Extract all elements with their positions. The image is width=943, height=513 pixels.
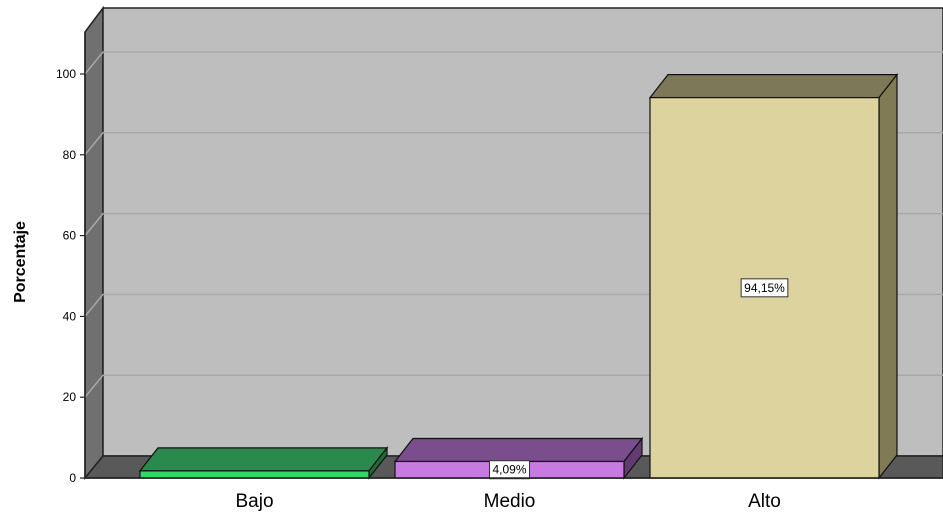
bar-alto: 94,15% — [648, 72, 899, 480]
y-tick-label: 100 — [56, 67, 76, 81]
x-tick-label: Bajo — [235, 491, 273, 512]
bar-front — [139, 470, 370, 479]
chart-side-wall — [84, 5, 104, 481]
data-label: 94,15% — [740, 278, 789, 298]
bar-bajo — [138, 446, 389, 480]
data-label-text: 4,09% — [492, 463, 526, 477]
bar-top — [138, 447, 389, 472]
y-tick-label: 40 — [63, 309, 77, 323]
y-tick-label: 20 — [63, 390, 77, 404]
gridline — [84, 51, 943, 75]
data-label: 4,09% — [488, 460, 531, 480]
bar-medio: 4,09% — [393, 436, 644, 480]
y-axis-title: Porcentaje — [12, 221, 29, 303]
x-tick-label: Medio — [484, 491, 536, 512]
bar-top — [393, 437, 644, 463]
x-axis: Bajo Medio Alto — [85, 477, 943, 512]
y-tick-label: 80 — [63, 148, 77, 162]
data-label-text: 94,15% — [744, 281, 785, 295]
data-label-box — [740, 278, 789, 298]
y-tick-label: 0 — [69, 471, 76, 485]
y-axis: 0 20 40 60 80 100 — [56, 32, 86, 485]
x-tick-label: Alto — [748, 491, 781, 512]
y-tick-label: 60 — [63, 229, 77, 243]
bar-top — [648, 74, 899, 99]
bar-side — [878, 72, 898, 480]
